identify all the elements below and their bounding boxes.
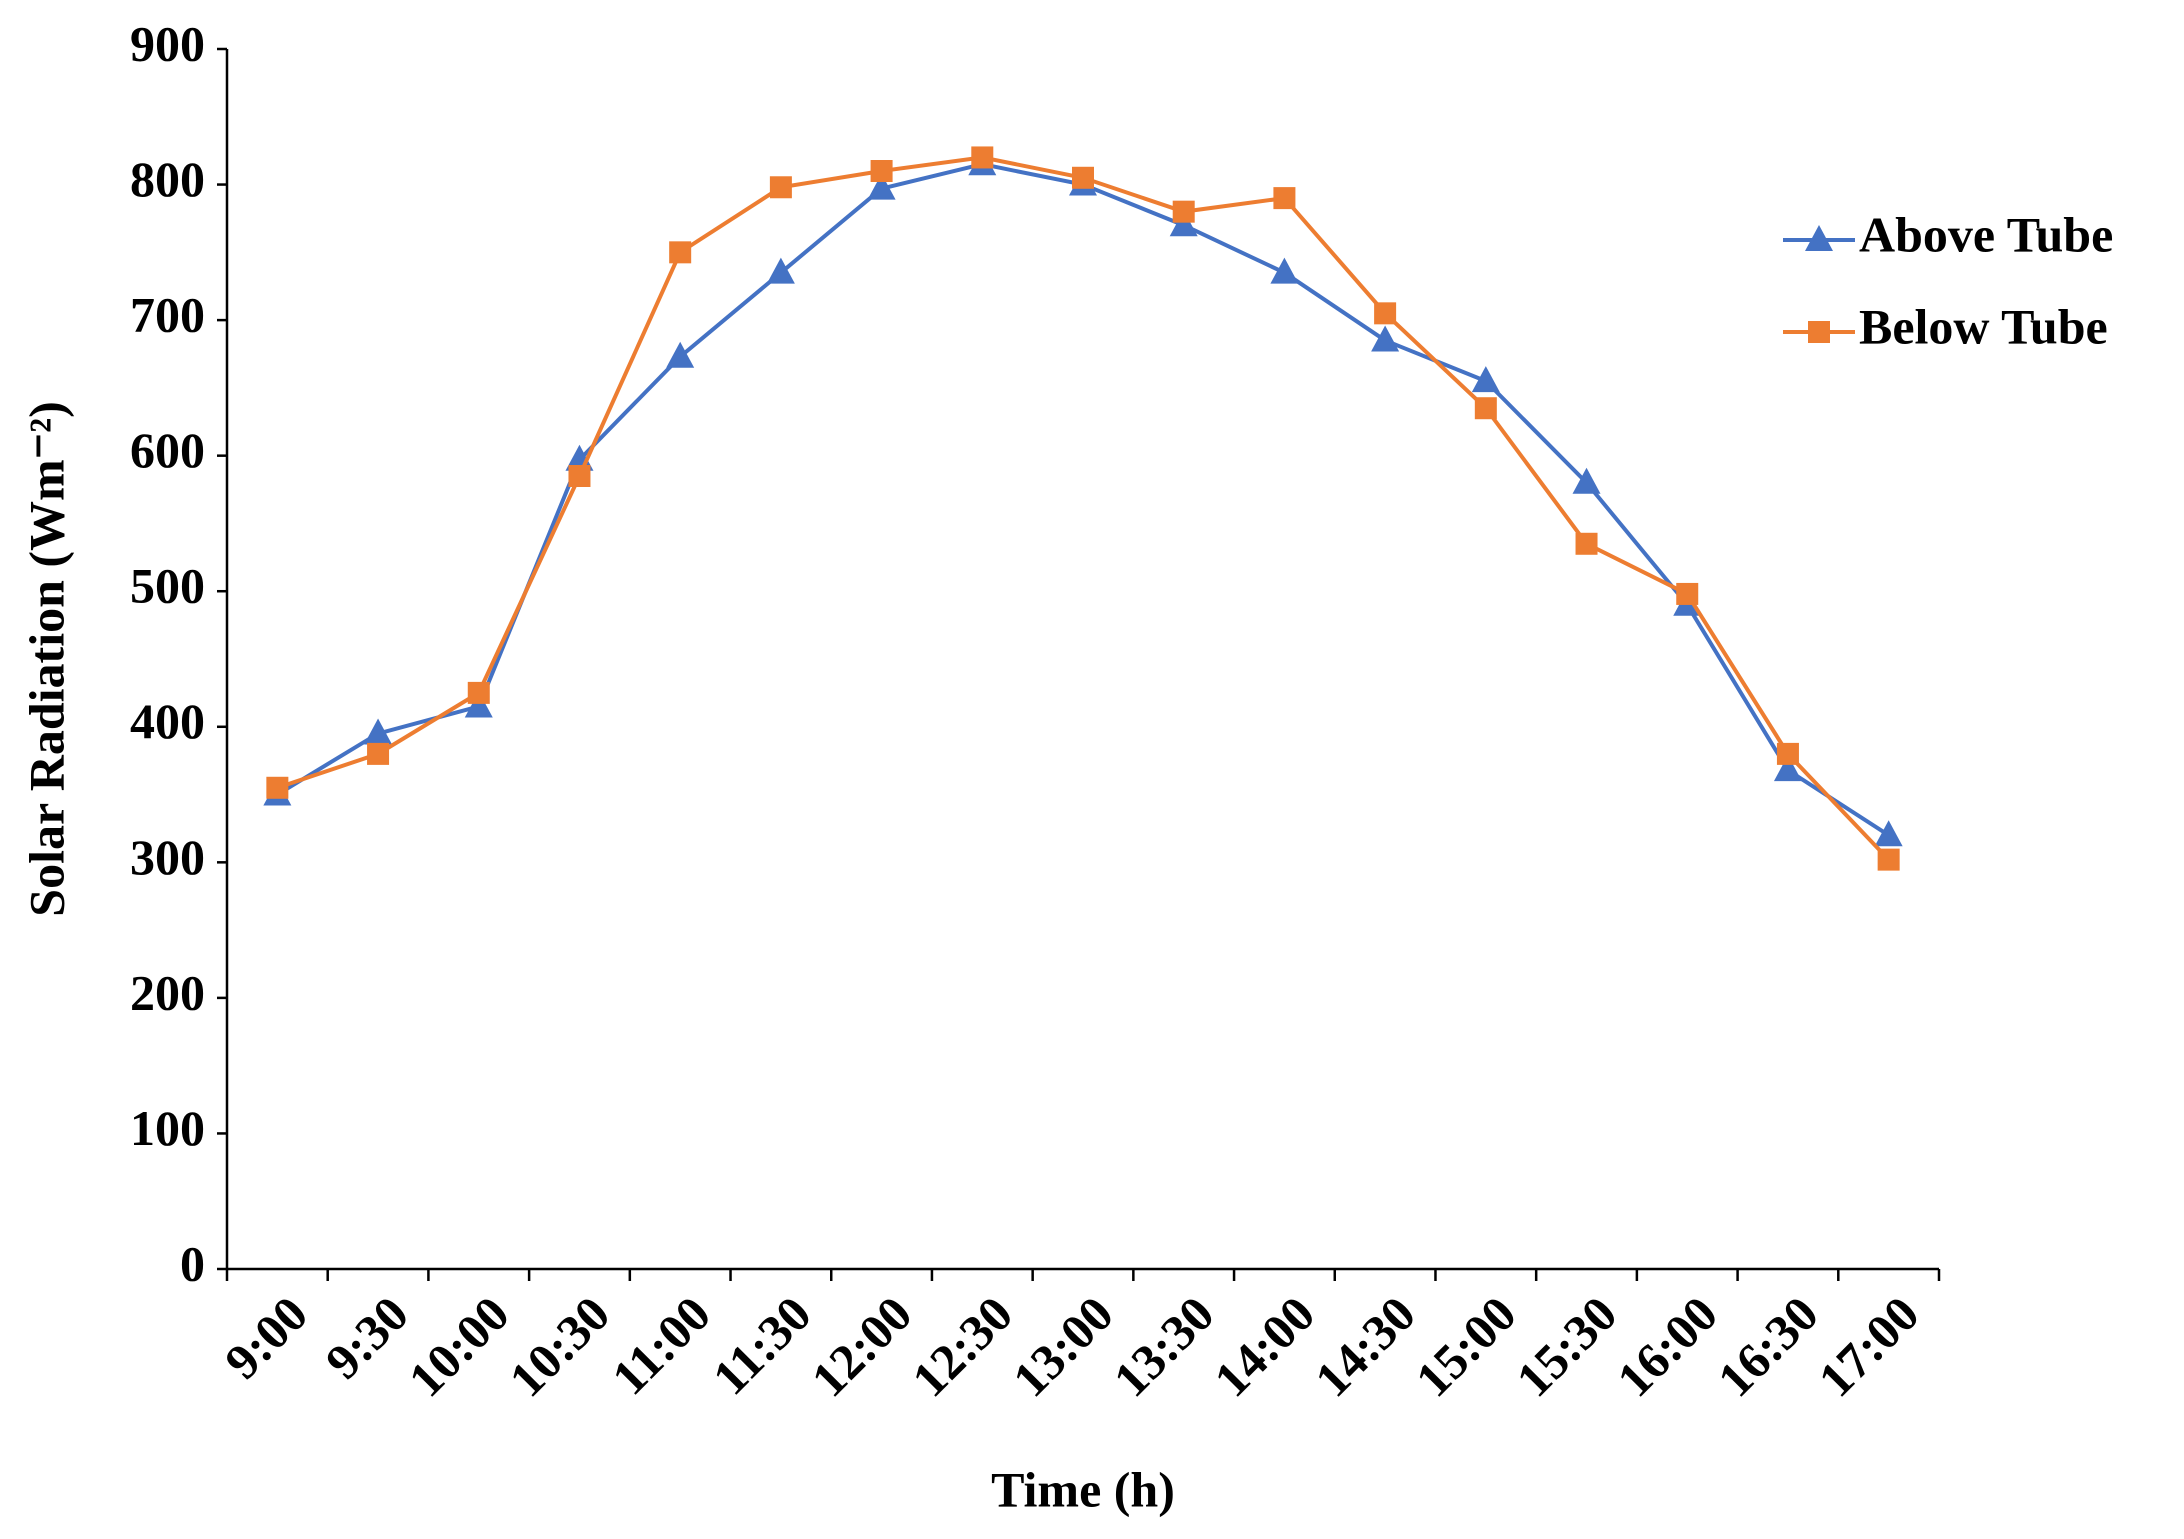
y-axis-label: Solar Radiation (Wm⁻²) [18,401,74,916]
x-tick-label: 12:00 [800,1285,922,1407]
x-tick-label: 15:00 [1405,1285,1527,1407]
data-point [1676,582,1699,605]
x-tick-label: 13:30 [1103,1285,1225,1407]
legend-label: Below Tube [1859,298,2108,354]
y-tick-label: 700 [130,287,205,343]
series-line [276,155,1891,862]
data-point [1471,366,1500,393]
y-tick-label: 800 [130,151,205,207]
y-tick-label: 900 [130,15,205,71]
data-point [1575,532,1598,555]
x-tick-label: 17:00 [1807,1285,1929,1407]
data-point [1172,200,1195,223]
data-point [1273,187,1296,210]
y-tick-label: 600 [130,422,205,478]
x-tick-label: 10:30 [498,1285,620,1407]
x-tick-label: 16:00 [1606,1285,1728,1407]
data-point [1474,397,1497,420]
data-point [870,160,893,182]
data-point [1169,210,1198,237]
x-tick-label: 14:00 [1203,1285,1325,1407]
data-point [1371,325,1400,352]
data-point [1776,742,1799,765]
data-point [669,241,692,264]
legend-marker [1808,321,1830,343]
data-point [1877,848,1900,871]
x-tick-label: 9:00 [214,1285,318,1389]
x-tick-label: 15:30 [1505,1285,1627,1407]
x-tick-label: 13:00 [1002,1285,1124,1407]
data-point [266,776,289,799]
y-tick-label: 0 [180,1235,205,1291]
y-tick-label: 300 [130,829,205,885]
data-point [1374,302,1397,325]
data-point [867,173,896,200]
legend-marker [1805,225,1833,251]
data-point [467,681,490,704]
y-tick-label: 100 [130,1100,205,1156]
data-point [1572,467,1601,494]
x-tick-label: 11:00 [601,1285,721,1405]
data-point [367,742,390,765]
x-tick-label: 12:30 [901,1285,1023,1407]
y-tick-label: 400 [130,693,205,749]
y-tick-label: 500 [130,558,205,614]
data-point [364,718,393,745]
data-point [766,257,795,284]
data-point [1773,755,1802,782]
y-tick-label: 200 [130,964,205,1020]
data-point [1072,166,1094,189]
x-tick-label: 14:30 [1304,1285,1426,1407]
data-point [464,691,493,718]
data-point [769,176,792,199]
x-tick-label: 10:00 [398,1285,520,1407]
data-point [568,465,591,487]
data-point [1874,820,1903,847]
x-tick-label: 16:30 [1707,1285,1829,1407]
legend-label: Above Tube [1859,206,2113,262]
x-tick-label: 11:30 [702,1285,822,1405]
series-line [276,162,1890,837]
data-point [971,146,994,169]
data-point [1270,257,1299,284]
x-axis-label: Time (h) [991,1461,1175,1517]
data-point [666,341,695,368]
